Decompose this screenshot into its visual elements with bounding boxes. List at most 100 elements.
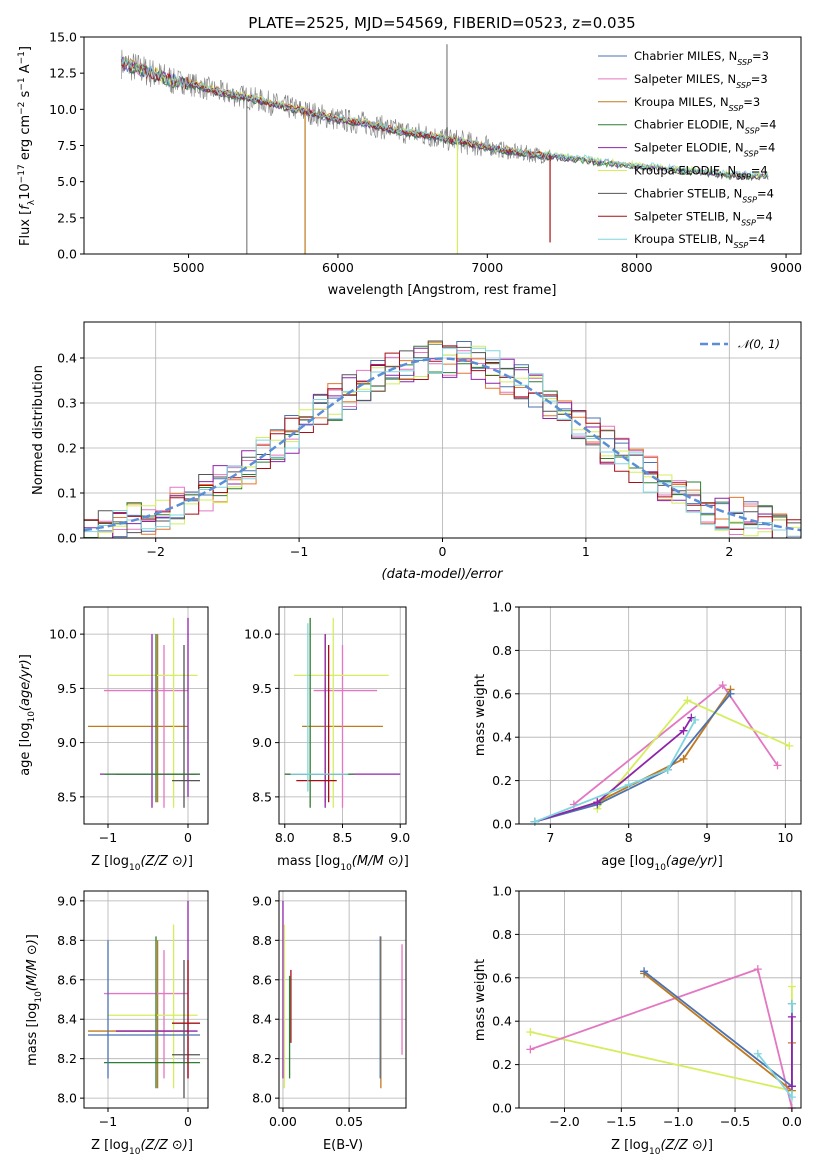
data-marker <box>718 681 727 690</box>
y-tick-label: 8.2 <box>57 1051 77 1066</box>
x-tick-label: 0 <box>184 830 192 845</box>
y-tick-label: 2.5 <box>57 210 77 225</box>
data-marker <box>753 965 762 974</box>
y-tick-label: 9.5 <box>252 681 272 696</box>
y-tick-label: 10.0 <box>244 627 272 642</box>
plot-area <box>284 617 401 808</box>
x-tick-label: 8.5 <box>333 830 353 845</box>
series-line-kroupa_miles <box>643 972 793 1093</box>
legend-label: 𝒩(0, 1) <box>738 337 780 351</box>
data-marker <box>787 982 796 991</box>
plot-area <box>526 965 796 1112</box>
y-tick-label: 15.0 <box>49 30 77 45</box>
x-tick-label: 8.0 <box>275 830 295 845</box>
data-marker <box>683 696 692 705</box>
x-tick-label: 9 <box>703 830 711 845</box>
x-tick-label: −1.5 <box>606 1114 636 1129</box>
data-marker <box>663 765 672 774</box>
data-marker <box>787 999 796 1008</box>
x-tick-label: 7 <box>546 830 554 845</box>
data-spectrum-line <box>121 49 769 179</box>
y-tick-label: 8.2 <box>252 1051 272 1066</box>
x-tick-label: 10 <box>777 830 793 845</box>
data-marker <box>785 741 794 750</box>
axes-residuals: −2 −1 0 1 2 0.0 0.1 0.2 0.3 0.4 (data-model)/error… <box>31 321 802 582</box>
series-line-kroupa_elodie <box>530 986 793 1092</box>
y-tick-label: 8.5 <box>57 789 77 804</box>
y-axis-label: age [log10(age/yr)] <box>18 654 37 776</box>
x-tick-label: 0 <box>439 544 447 559</box>
x-axis-label: Z [log10(Z/Z ⊙)] <box>91 1138 193 1157</box>
y-tick-label: 0.0 <box>57 247 77 262</box>
y-tick-label: 0.0 <box>492 817 512 832</box>
x-tick-label: −2.0 <box>549 1114 579 1129</box>
data-marker <box>640 967 649 976</box>
y-axis-label: Flux [fλ10−17 erg cm−2 s−1 A−1] <box>17 46 37 246</box>
legend: Chabrier MILES, NSSP=3 Salpeter MILES, NS… <box>598 49 776 250</box>
data-marker <box>526 1045 535 1054</box>
x-tick-label: 6000 <box>322 260 354 275</box>
residual-histogram <box>84 347 801 537</box>
data-marker <box>624 780 633 789</box>
series-line-kroupa_miles <box>534 688 732 823</box>
y-tick-label: 8.8 <box>57 933 77 948</box>
axes-spectrum: 5000 6000 7000 8000 9000 0.0 2.5 5.0 7.5 10.0 12.5… <box>17 30 802 299</box>
x-axis-label: (data-model)/error <box>382 567 505 582</box>
plot-area <box>282 900 403 1089</box>
data-marker <box>787 1012 796 1021</box>
data-marker <box>593 798 602 807</box>
y-tick-label: 0.2 <box>492 773 512 788</box>
gaussian-curve <box>83 357 802 532</box>
x-tick-label: −1 <box>290 544 308 559</box>
y-tick-label: 9.0 <box>252 893 272 908</box>
y-tick-label: 8.6 <box>57 972 77 987</box>
plot-area <box>120 44 769 254</box>
legend-label: Kroupa STELIB, NSSP=4 <box>634 232 765 250</box>
data-marker <box>691 715 700 724</box>
y-tick-label: 0.2 <box>57 441 77 456</box>
x-tick-label: 7000 <box>471 260 503 275</box>
x-tick-label: 8000 <box>621 260 653 275</box>
x-tick-label: 2 <box>725 544 733 559</box>
y-tick-label: 12.5 <box>49 66 77 81</box>
x-axis-label: wavelength [Angstrom, rest frame] <box>328 283 557 298</box>
y-tick-label: 0.0 <box>492 1101 512 1116</box>
y-tick-label: 8.4 <box>252 1012 272 1027</box>
y-tick-label: 1.0 <box>492 884 512 899</box>
y-tick-label: 8.0 <box>252 1091 272 1106</box>
y-tick-label: 8.0 <box>57 1091 77 1106</box>
x-tick-label: 5000 <box>173 260 205 275</box>
axes-age_vs_mass: 8.0 8.5 9.0 8.5 9.0 9.5 10.0 mass [log10(M/M ⊙)… <box>244 606 410 873</box>
y-tick-label: 9.0 <box>57 735 77 750</box>
axes-frame <box>83 606 209 825</box>
axes-frame <box>278 890 407 1109</box>
y-tick-label: 5.0 <box>57 174 77 189</box>
legend: 𝒩(0, 1) <box>700 337 780 351</box>
x-tick-label: −2 <box>146 544 164 559</box>
axes-frame <box>83 890 209 1109</box>
data-marker <box>526 1028 535 1037</box>
model-line-salpeter_miles <box>120 57 551 158</box>
y-tick-label: 9.0 <box>252 735 272 750</box>
data-marker <box>787 1093 796 1102</box>
y-tick-label: 8.5 <box>252 789 272 804</box>
plot-area <box>83 340 802 539</box>
x-tick-label: 9.0 <box>390 830 410 845</box>
x-tick-label: 0.05 <box>335 1114 363 1129</box>
axes-age_vs_Z: −1 0 8.5 9.0 9.5 10.0 Z [log10(Z/Z ⊙)] age [log… <box>18 606 209 873</box>
axes-frame <box>518 890 802 1109</box>
y-tick-label: 10.0 <box>49 627 77 642</box>
y-tick-label: 8.8 <box>252 933 272 948</box>
x-tick-label: −0.5 <box>720 1114 750 1129</box>
data-marker <box>787 1082 796 1091</box>
axes-mass_vs_ebv: 0.00 0.05 8.0 8.2 8.4 8.6 8.8 9.0 E(B-V) <box>252 890 407 1153</box>
x-axis-label: age [log10(age/yr)] <box>601 854 723 873</box>
data-marker <box>530 817 539 826</box>
y-tick-label: 9.0 <box>57 893 77 908</box>
x-tick-label: 8 <box>625 830 633 845</box>
y-tick-label: 1.0 <box>492 600 512 615</box>
series-line-salpeter_elodie <box>534 717 693 823</box>
axes-massweight_vs_age: 7 8 9 10 0.0 0.2 0.4 0.6 0.8 1.0 age [log10(age/yr… <box>473 600 802 873</box>
y-tick-label: 0.0 <box>57 531 77 546</box>
